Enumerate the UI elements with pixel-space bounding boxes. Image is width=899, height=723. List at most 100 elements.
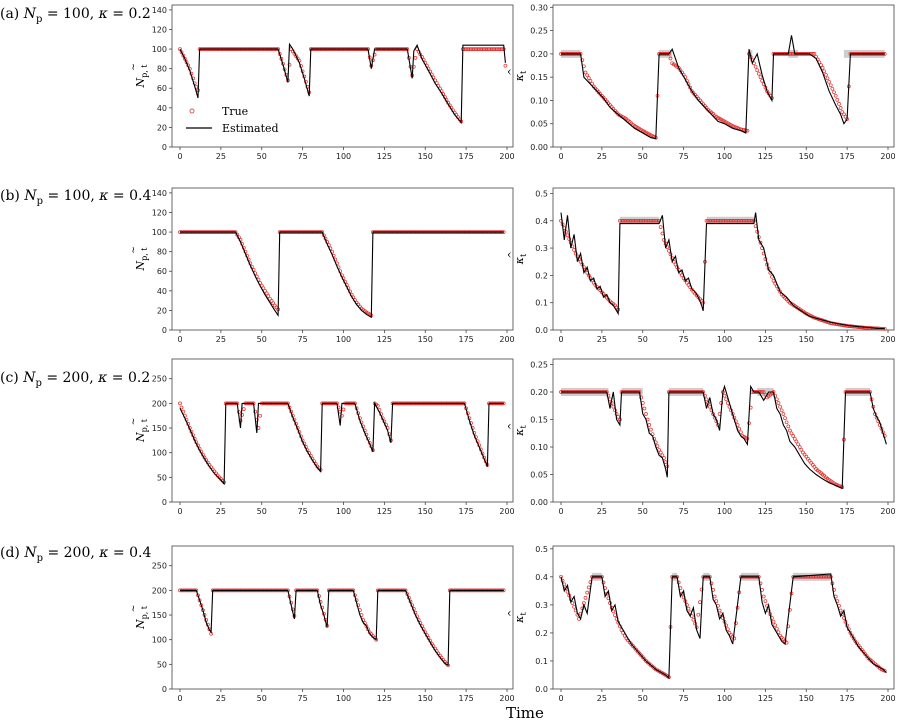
y-label-symbol: κ — [513, 428, 526, 437]
y-tick-label: 250 — [152, 562, 167, 571]
row-label-prefix: (a) — [0, 6, 24, 22]
true-marker — [774, 626, 779, 631]
x-tick-label: 175 — [458, 694, 473, 703]
y-tick-label: 0.4 — [535, 217, 548, 226]
x-tick-label: 125 — [377, 507, 392, 516]
true-marker — [585, 590, 590, 595]
x-tick-label: 200 — [880, 507, 895, 516]
x-tick-label: 50 — [257, 694, 267, 703]
x-tick-label: 50 — [257, 507, 267, 516]
x-tick-label: 125 — [758, 335, 773, 344]
plot-frame — [171, 545, 514, 690]
true-marker — [660, 453, 665, 458]
y-tick-label: 0.30 — [530, 3, 548, 12]
y-tick-label: 0.2 — [535, 271, 548, 280]
x-tick-label: 125 — [758, 507, 773, 516]
true-marker — [774, 397, 779, 402]
np-subscript: p — [36, 195, 43, 207]
y-tick-label: 200 — [152, 399, 167, 408]
uncertainty-band — [706, 216, 754, 225]
true-marker — [181, 53, 186, 58]
true-marker — [341, 407, 346, 412]
true-marker — [660, 231, 665, 236]
x-tick-label: 100 — [717, 507, 732, 516]
panel-c-kappa: 0 25 50 75 100 125 150 175 200 0.00 0.05 0.10 0.15 0.… — [508, 358, 896, 516]
true-marker — [411, 64, 416, 69]
x-tick-label: 200 — [880, 335, 895, 344]
x-tick-label: 150 — [799, 694, 814, 703]
true-marker — [179, 405, 184, 410]
estimated-line — [180, 231, 504, 319]
x-tick-label: 25 — [597, 335, 607, 344]
row-label-prefix: (c) — [0, 370, 24, 386]
uncertainty-band — [793, 572, 831, 581]
y-axis-label: Np, t — [134, 247, 149, 272]
plot-frame — [552, 4, 895, 148]
kappa-value: = 0.4 — [108, 545, 152, 561]
x-tick-label: 50 — [638, 335, 648, 344]
np-value: = 200, — [43, 545, 100, 561]
true-marker — [658, 225, 663, 229]
true-marker — [771, 619, 776, 624]
estimated-line — [561, 35, 885, 140]
estimated-line — [180, 589, 504, 667]
y-tick-label: 50 — [157, 473, 167, 482]
y-label-subscript: t — [519, 70, 528, 74]
y-tick-label: 80 — [157, 248, 167, 257]
true-marker — [737, 426, 742, 431]
true-marker — [183, 57, 187, 61]
y-tick-label: 140 — [152, 189, 167, 198]
x-tick-label: 25 — [216, 152, 226, 161]
true-marker — [722, 393, 727, 398]
true-marker — [882, 668, 887, 673]
true-marker — [850, 633, 854, 638]
true-marker — [828, 83, 833, 88]
x-tick-label: 175 — [458, 335, 473, 344]
true-marker — [588, 79, 593, 83]
true-marker — [781, 412, 786, 416]
true-marker — [835, 98, 840, 102]
kappa-value: = 0.2 — [107, 6, 151, 22]
x-tick-label: 150 — [799, 335, 814, 344]
true-marker — [178, 401, 182, 406]
x-tick-label: 150 — [418, 507, 433, 516]
true-marker — [572, 604, 576, 609]
y-tick-label: 0 — [162, 498, 167, 507]
x-tick-label: 50 — [257, 152, 267, 161]
y-tick-label: 0.20 — [530, 50, 548, 59]
plot-frame — [171, 358, 514, 503]
true-marker — [699, 587, 704, 592]
true-marker — [758, 75, 763, 80]
true-marker — [778, 404, 782, 409]
x-tick-label: 175 — [458, 507, 473, 516]
y-tick-label: 100 — [152, 228, 167, 237]
y-axis-label: κt — [513, 70, 528, 82]
true-marker — [788, 428, 792, 433]
x-tick-label: 100 — [336, 507, 351, 516]
x-tick-label: 0 — [177, 694, 182, 703]
x-tick-label: 75 — [679, 152, 689, 161]
x-tick-label: 100 — [717, 152, 732, 161]
x-tick-label: 150 — [799, 152, 814, 161]
y-tick-label: 0.15 — [530, 416, 548, 425]
true-marker — [611, 404, 616, 409]
x-tick-label: 0 — [558, 335, 563, 344]
x-tick-label: 175 — [839, 507, 854, 516]
true-marker — [758, 240, 763, 245]
y-tick-label: 0 — [162, 143, 167, 152]
y-tick-label: 0.10 — [530, 96, 548, 105]
np-value: = 100, — [42, 6, 99, 22]
true-marker — [287, 62, 292, 67]
true-marker — [572, 248, 576, 252]
legend: True Estimated — [186, 105, 279, 135]
true-marker — [820, 66, 825, 70]
x-tick-label: 0 — [558, 694, 563, 703]
x-tick-label: 25 — [597, 507, 607, 516]
true-marker — [258, 413, 262, 418]
y-tick-label: 120 — [152, 25, 167, 34]
legend-true-label: True — [222, 105, 248, 118]
true-marker — [662, 238, 666, 242]
true-marker — [825, 76, 830, 81]
true-marker — [704, 397, 709, 402]
y-label-symbol: N — [134, 261, 147, 272]
